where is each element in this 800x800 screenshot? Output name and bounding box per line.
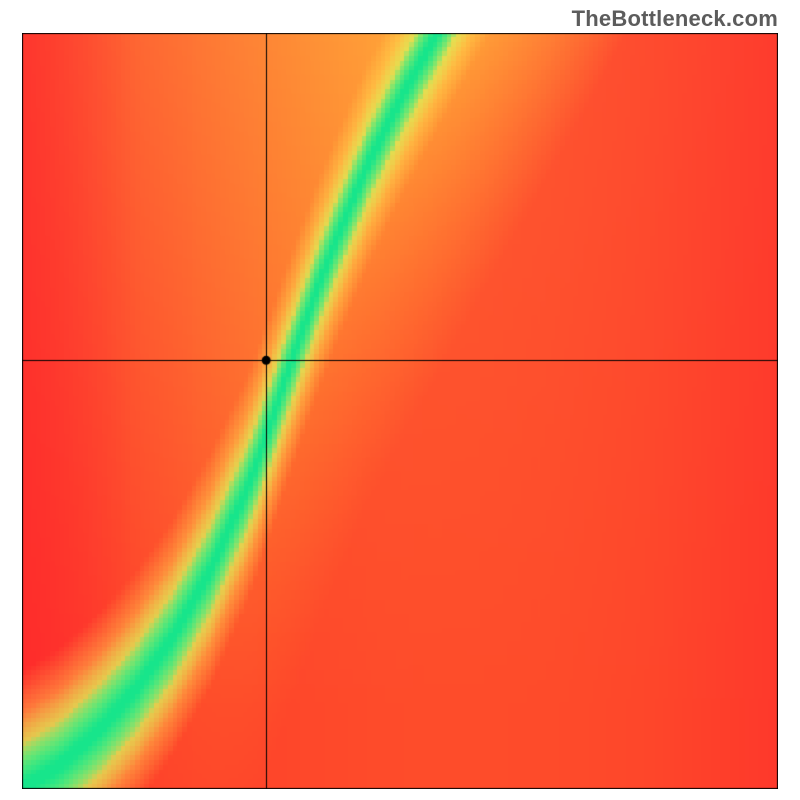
watermark-text: TheBottleneck.com bbox=[572, 6, 778, 32]
bottleneck-heatmap bbox=[22, 33, 778, 789]
